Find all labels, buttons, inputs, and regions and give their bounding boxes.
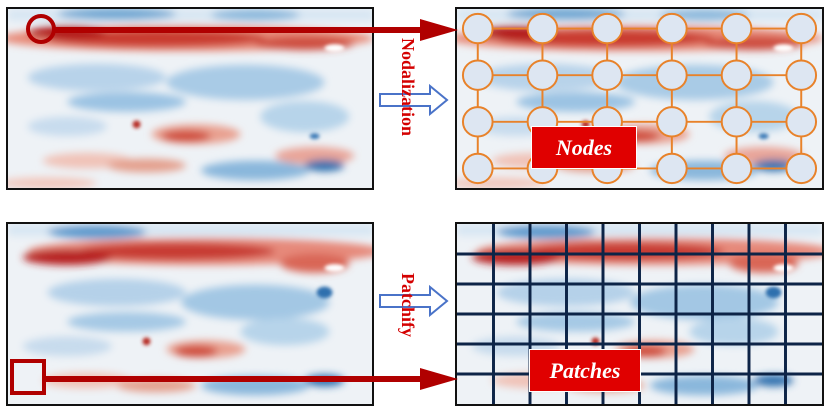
graph-node — [785, 59, 818, 91]
nodalization-label: Nodalization — [398, 38, 418, 137]
patch-grid — [457, 224, 822, 404]
field-image-top-left — [8, 9, 372, 188]
graph-node — [720, 106, 753, 138]
graph-node — [720, 152, 753, 185]
graph-node — [656, 12, 688, 45]
patch-mapping-arrowhead — [420, 368, 458, 390]
graph-node — [591, 12, 623, 45]
graph-node — [785, 12, 818, 45]
graph-node — [461, 106, 494, 138]
graph-node — [526, 12, 559, 45]
graph-node — [461, 12, 494, 45]
field-image-bottom-left — [8, 224, 372, 404]
graph-node — [461, 152, 494, 185]
field-image-top-right — [457, 9, 822, 188]
graph-node — [785, 152, 818, 185]
graph-node — [656, 152, 688, 185]
graph-node — [526, 59, 559, 91]
field-panel-bottom-left — [6, 222, 374, 406]
node-mapping-arrowhead — [420, 19, 458, 41]
graph-node — [591, 59, 623, 91]
field-image-bottom-right — [457, 224, 822, 404]
patches-tag: Patches — [529, 349, 641, 392]
patchify-label: Patchify — [398, 273, 418, 337]
node-panel — [455, 7, 824, 190]
graph-node — [656, 106, 688, 138]
graph-node — [461, 59, 494, 91]
graph-node — [720, 12, 753, 45]
graph-node — [656, 59, 688, 91]
nodes-tag: Nodes — [531, 126, 637, 169]
graph-node — [720, 59, 753, 91]
field-panel-top-left — [6, 7, 374, 190]
graph-node — [785, 106, 818, 138]
